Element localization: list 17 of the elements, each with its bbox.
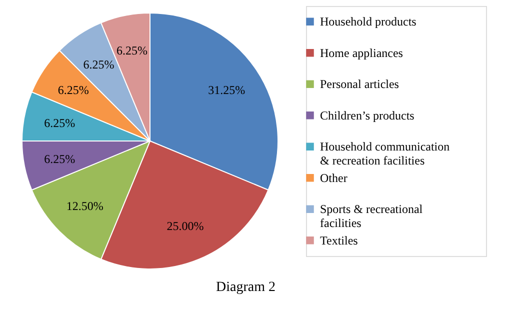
data-label: 25.00% [166,219,204,234]
legend-label: Home appliances [320,46,404,60]
data-label: 6.25% [44,116,76,130]
legend-label: Textiles [320,233,358,248]
legend-label: Sports & recreational facilities [320,202,424,230]
data-label: 6.25% [116,44,148,58]
legend-label: Household products [320,14,417,29]
legend-label: Other [320,170,348,185]
legend-label: Children’s products [320,108,415,122]
data-label: 6.25% [44,152,76,166]
text: Diagram 2 [216,280,276,295]
data-label: 12.50% [66,199,104,214]
data-label: 6.25% [83,57,114,72]
data-label: 6.25% [58,82,89,97]
legend-label: Personal articles [320,77,400,92]
legend-label: Household communication & recreation facilities [320,140,450,168]
data-label: 31.25% [208,82,246,97]
